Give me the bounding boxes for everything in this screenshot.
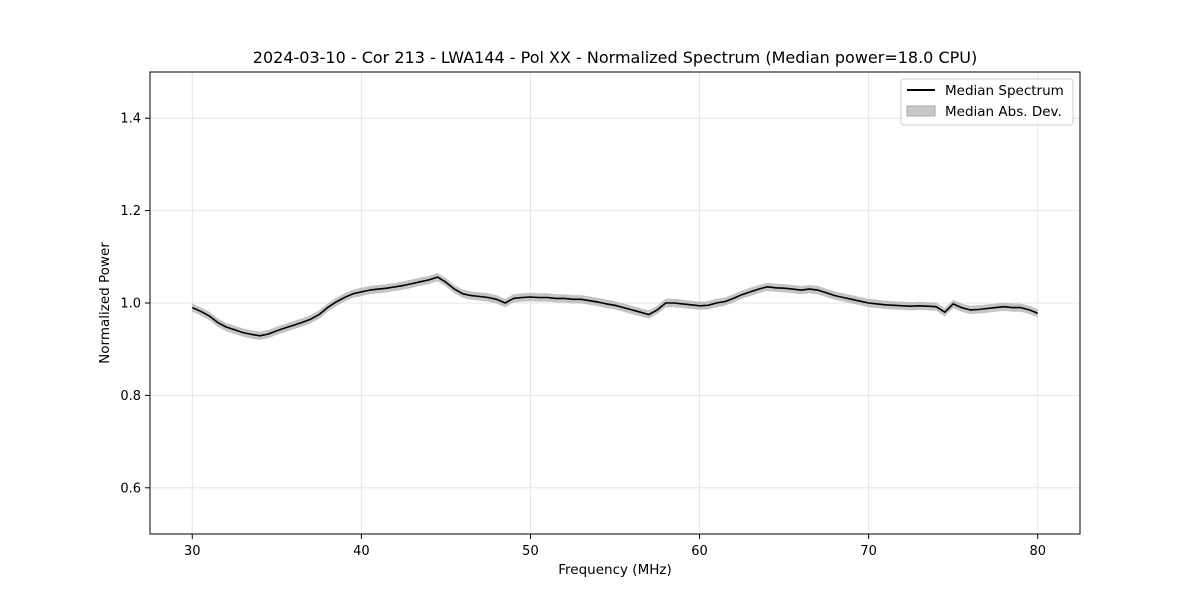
x-tick-label: 30 xyxy=(184,544,201,559)
y-tick-label: 1.4 xyxy=(120,112,141,127)
chart-title: 2024-03-10 - Cor 213 - LWA144 - Pol XX -… xyxy=(253,48,977,67)
y-axis-label: Normalized Power xyxy=(97,242,113,364)
median-line-layer xyxy=(191,276,1038,337)
legend-box xyxy=(900,78,1074,126)
x-axis-label: Frequency (MHz) xyxy=(558,562,671,578)
x-tick-label: 40 xyxy=(353,544,370,559)
mad-band-layer xyxy=(192,273,1038,340)
y-tick-label: 0.6 xyxy=(120,481,141,496)
x-axis-ticks: 30 40 50 60 70 80 xyxy=(184,534,1046,559)
y-tick-label: 1.2 xyxy=(120,204,141,219)
median-spectrum-line xyxy=(191,276,1038,337)
x-tick-label: 70 xyxy=(860,544,877,559)
x-tick-label: 50 xyxy=(522,544,539,559)
legend-label-mad: Median Abs. Dev. xyxy=(945,104,1062,120)
x-tick-label: 80 xyxy=(1029,544,1046,559)
legend-label-median-spectrum: Median Spectrum xyxy=(945,83,1064,99)
y-tick-label: 0.8 xyxy=(120,389,141,404)
mad-band xyxy=(192,273,1038,340)
y-axis-ticks: 0.6 0.8 1.0 1.2 1.4 xyxy=(120,112,150,496)
y-tick-label: 1.0 xyxy=(120,297,141,312)
legend-band-swatch xyxy=(906,105,936,117)
legend: Median Spectrum Median Abs. Dev. xyxy=(900,78,1074,126)
x-tick-label: 60 xyxy=(691,544,708,559)
